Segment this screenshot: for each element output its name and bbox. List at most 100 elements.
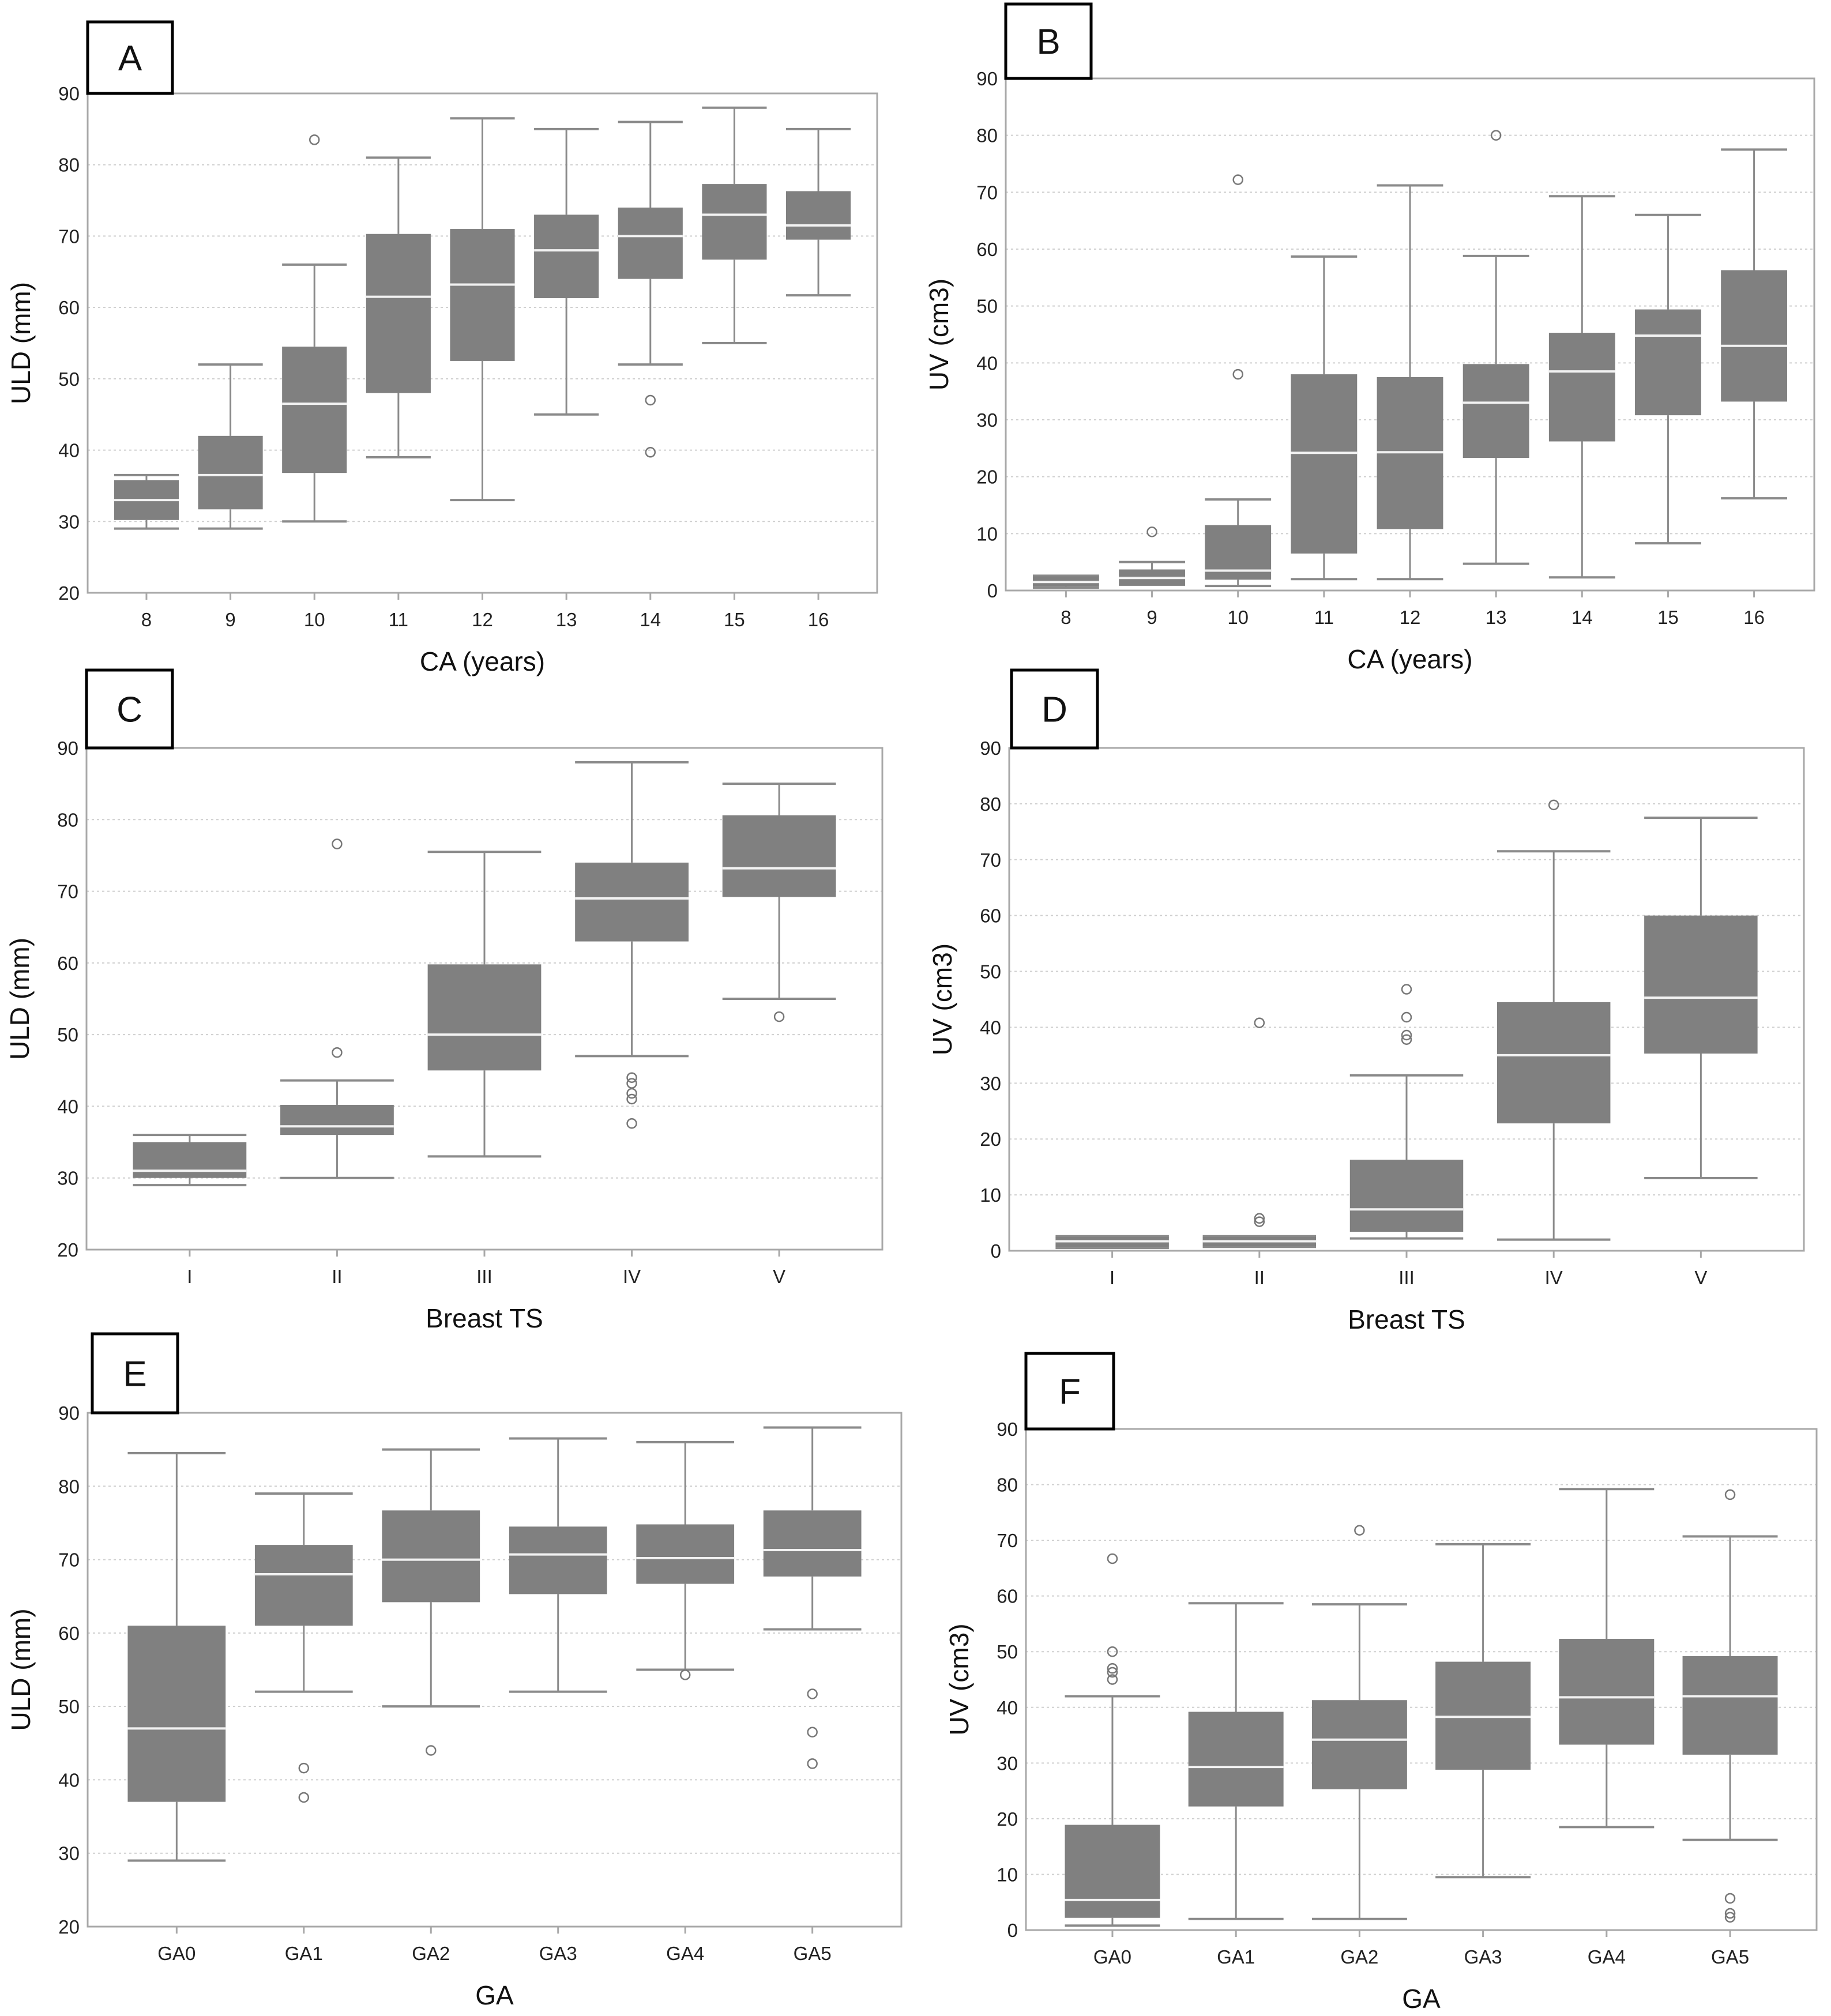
box-GA1 (1188, 1602, 1284, 1937)
y-tick-label: 90 (57, 738, 78, 759)
iqr-box (198, 435, 263, 510)
box-III (1349, 984, 1464, 1258)
x-tick-label: 14 (1571, 607, 1593, 628)
x-tick-label: GA0 (157, 1943, 195, 1964)
panel-label: D (1042, 690, 1067, 730)
box-10 (1205, 174, 1272, 597)
outlier-point (1724, 1489, 1736, 1500)
iqr-box (1065, 1825, 1160, 1918)
iqr-box (1349, 1160, 1464, 1232)
x-axis-title: GA (1402, 1984, 1441, 2014)
outlier-point (1254, 1017, 1265, 1028)
iqr-box (702, 184, 767, 260)
box-GA4 (1559, 1488, 1655, 1937)
box-14 (618, 121, 683, 600)
iqr-box (575, 862, 689, 942)
outlier-point (298, 1792, 310, 1803)
panel-b: 0 10 20 30 40 50 60 70 80 90 8 9 10 11 12 13 14 15 16 CA (y… (924, 2, 1815, 674)
outlier-point (1254, 1216, 1265, 1227)
y-tick-label: 50 (997, 1641, 1018, 1663)
y-tick-label: 50 (976, 296, 998, 317)
outlier-point (1107, 1553, 1118, 1564)
outlier-point (773, 1011, 785, 1022)
box-GA3 (1435, 1543, 1531, 1937)
y-tick-label: 50 (58, 1696, 80, 1717)
y-tick-label: 40 (58, 440, 80, 461)
y-tick-label: 70 (58, 225, 80, 247)
y-tick-label: 80 (976, 125, 998, 146)
y-tick-label: 80 (58, 155, 80, 176)
y-tick-label: 70 (57, 881, 78, 902)
x-tick-label: IV (1545, 1267, 1563, 1288)
box-12 (450, 117, 515, 600)
x-tick-label: 16 (808, 609, 829, 630)
y-tick-label: 30 (997, 1752, 1018, 1774)
box-10 (282, 134, 347, 600)
box-GA4 (636, 1440, 735, 1934)
y-tick-label: 20 (976, 467, 998, 488)
x-tick-label: 13 (556, 609, 577, 630)
box-9 (1119, 526, 1185, 597)
box-12 (1377, 184, 1443, 597)
panel-label: F (1059, 1372, 1081, 1412)
y-tick-label: 90 (980, 738, 1001, 759)
box-II (1202, 1017, 1317, 1258)
x-tick-label: 13 (1486, 607, 1507, 628)
iqr-box (382, 1510, 480, 1603)
panel-label-box (1004, 2, 1093, 80)
y-tick-label: 80 (58, 1476, 80, 1497)
box-GA1 (254, 1492, 353, 1934)
panel-label-box (86, 20, 174, 95)
box-11 (1291, 255, 1358, 597)
iqr-box (1548, 333, 1615, 442)
box-IV (575, 761, 689, 1257)
y-tick-label: 70 (976, 182, 998, 203)
y-tick-label: 40 (976, 352, 998, 374)
x-axis-title: GA (475, 1980, 514, 2010)
x-tick-label: III (476, 1266, 492, 1287)
x-tick-label: I (187, 1266, 192, 1287)
x-tick-label: GA2 (1340, 1946, 1378, 1968)
y-axis-title: UV (cm3) (944, 1623, 974, 1735)
x-tick-label: 10 (304, 609, 325, 630)
panel-label-box (1010, 668, 1099, 750)
y-tick-label: 60 (980, 905, 1001, 927)
box-GA2 (382, 1448, 480, 1934)
iqr-box (1497, 1002, 1611, 1124)
outlier-point (645, 394, 656, 406)
y-tick-label: 20 (980, 1129, 1001, 1150)
box-I (133, 1134, 247, 1257)
y-tick-label: 20 (58, 582, 80, 604)
iqr-box (509, 1526, 607, 1594)
outlier-point (1107, 1674, 1118, 1685)
x-tick-label: 9 (225, 609, 235, 630)
iqr-box (282, 347, 347, 473)
box-13 (1462, 130, 1529, 597)
panel-label-box (85, 668, 174, 750)
x-tick-label: 15 (724, 609, 745, 630)
box-III (427, 851, 542, 1257)
box-15 (702, 106, 767, 600)
box-IV (1497, 799, 1611, 1258)
x-tick-label: 12 (472, 609, 493, 630)
y-tick-label: 90 (976, 68, 998, 89)
x-tick-label: GA3 (1464, 1946, 1502, 1968)
x-tick-label: 11 (389, 609, 408, 630)
iqr-box (133, 1142, 247, 1178)
box-V (1644, 817, 1758, 1258)
y-tick-label: 40 (997, 1697, 1018, 1718)
x-tick-label: I (1110, 1267, 1115, 1288)
x-tick-label: 10 (1227, 607, 1249, 628)
y-axis-title: UV (cm3) (927, 943, 957, 1055)
y-axis-title: ULD (mm) (5, 938, 35, 1060)
y-tick-label: 60 (58, 297, 80, 318)
outlier-point (332, 838, 343, 849)
outlier-point (807, 1758, 818, 1769)
x-tick-label: 9 (1146, 607, 1157, 628)
outlier-point (645, 447, 656, 458)
x-tick-label: GA5 (794, 1943, 832, 1964)
x-tick-label: 14 (640, 609, 661, 630)
y-tick-label: 10 (997, 1864, 1018, 1885)
iqr-box (636, 1524, 735, 1584)
